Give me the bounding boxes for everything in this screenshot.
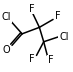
Text: O: O: [2, 45, 10, 55]
Text: Cl: Cl: [59, 32, 69, 42]
Text: F: F: [55, 11, 61, 21]
Text: F: F: [29, 4, 34, 14]
Text: Cl: Cl: [2, 12, 11, 22]
Text: F: F: [29, 54, 34, 64]
Text: F: F: [48, 56, 54, 65]
